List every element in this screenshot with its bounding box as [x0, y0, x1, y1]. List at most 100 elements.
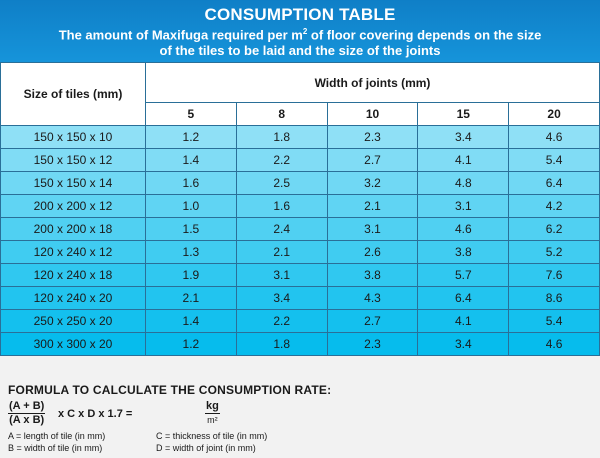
- consumption-value-cell: 1.6: [235, 194, 328, 218]
- consumption-table: Size of tiles (mm) Width of joints (mm) …: [0, 62, 600, 356]
- consumption-value-cell: 1.8: [235, 125, 328, 149]
- formula-legend: A = length of tile (in mm) C = thickness…: [8, 431, 588, 457]
- formula-unit: kg m²: [205, 400, 220, 427]
- consumption-value-cell: 3.2: [326, 171, 419, 195]
- subtitle-line-1-start: The amount of Maxifuga required per m: [58, 27, 303, 43]
- consumption-value-cell: 3.8: [417, 240, 510, 264]
- size-header: Size of tiles (mm): [0, 62, 146, 126]
- page-title: CONSUMPTION TABLE: [204, 5, 396, 24]
- consumption-value-cell: 1.4: [145, 148, 237, 172]
- consumption-value-cell: 1.5: [145, 217, 237, 241]
- consumption-value-cell: 1.2: [145, 332, 237, 356]
- consumption-value-cell: 1.3: [145, 240, 237, 264]
- consumption-value-cell: 4.8: [417, 171, 510, 195]
- subtitle-line-2: of the tiles to be laid and the size of …: [159, 43, 441, 59]
- consumption-value-cell: 1.4: [145, 309, 237, 333]
- consumption-value-cell: 5.7: [417, 263, 510, 287]
- consumption-value-cell: 5.4: [508, 148, 600, 172]
- joint-width-header: 15: [417, 102, 510, 126]
- formula-middle: x C x D x 1.7 =: [58, 408, 133, 420]
- consumption-value-cell: 2.7: [326, 309, 419, 333]
- table-row: 250 x 250 x 20 1.4 2.2 2.7 4.1 5.4: [0, 309, 600, 333]
- table-row: 200 x 200 x 18 1.5 2.4 3.1 4.6 6.2: [0, 217, 600, 241]
- consumption-value-cell: 4.6: [508, 332, 600, 356]
- tile-size-cell: 200 x 200 x 18: [0, 217, 146, 241]
- subtitle-superscript: 2: [302, 27, 308, 36]
- tile-size-cell: 120 x 240 x 20: [0, 286, 146, 310]
- tile-size-cell: 150 x 150 x 14: [0, 171, 146, 195]
- consumption-value-cell: 3.4: [235, 286, 328, 310]
- consumption-value-cell: 3.1: [417, 194, 510, 218]
- consumption-value-cell: 1.2: [145, 125, 237, 149]
- consumption-value-cell: 3.1: [326, 217, 419, 241]
- consumption-value-cell: 7.6: [508, 263, 600, 287]
- joint-width-header: 8: [235, 102, 328, 126]
- table-row: 300 x 300 x 20 1.2 1.8 2.3 3.4 4.6: [0, 332, 600, 356]
- table-row: 150 x 150 x 12 1.4 2.2 2.7 4.1 5.4: [0, 148, 600, 172]
- table-row: 120 x 240 x 18 1.9 3.1 3.8 5.7 7.6: [0, 263, 600, 287]
- consumption-value-cell: 5.2: [508, 240, 600, 264]
- table-row: 150 x 150 x 14 1.6 2.5 3.2 4.8 6.4: [0, 171, 600, 195]
- consumption-value-cell: 4.3: [326, 286, 419, 310]
- consumption-value-cell: 5.4: [508, 309, 600, 333]
- consumption-value-cell: 3.1: [235, 263, 328, 287]
- consumption-value-cell: 1.8: [235, 332, 328, 356]
- tile-size-cell: 250 x 250 x 20: [0, 309, 146, 333]
- consumption-value-cell: 2.3: [326, 332, 419, 356]
- legend-c: C = thickness of tile (in mm): [156, 431, 268, 441]
- consumption-value-cell: 2.1: [235, 240, 328, 264]
- consumption-value-cell: 1.9: [145, 263, 237, 287]
- consumption-value-cell: 8.6: [508, 286, 600, 310]
- legend-d: D = width of joint (in mm): [156, 443, 256, 453]
- formula-expression: (A + B) (A x B) x C x D x 1.7 = kg m²: [8, 400, 588, 430]
- table-row: 200 x 200 x 12 1.0 1.6 2.1 3.1 4.2: [0, 194, 600, 218]
- consumption-value-cell: 1.0: [145, 194, 237, 218]
- consumption-value-cell: 4.2: [508, 194, 600, 218]
- unit-numerator: kg: [205, 400, 220, 414]
- consumption-value-cell: 1.6: [145, 171, 237, 195]
- table-body: 150 x 150 x 10 1.2 1.8 2.3 3.4 4.6 150 x 150 x…: [0, 125, 600, 356]
- consumption-value-cell: 2.7: [326, 148, 419, 172]
- consumption-value-cell: 3.4: [417, 332, 510, 356]
- tile-size-cell: 150 x 150 x 12: [0, 148, 146, 172]
- formula-section: FORMULA TO CALCULATE THE CONSUMPTION RAT…: [8, 383, 588, 457]
- consumption-value-cell: 2.2: [235, 309, 328, 333]
- consumption-value-cell: 3.4: [417, 125, 510, 149]
- table-row: 120 x 240 x 20 2.1 3.4 4.3 6.4 8.6: [0, 286, 600, 310]
- consumption-value-cell: 4.1: [417, 148, 510, 172]
- joint-widths-row: 5 8 10 15 20: [1, 102, 600, 126]
- consumption-value-cell: 2.2: [235, 148, 328, 172]
- consumption-value-cell: 2.4: [235, 217, 328, 241]
- formula-denominator: (A x B): [9, 414, 45, 426]
- legend-a: A = length of tile (in mm): [8, 431, 106, 441]
- joints-header: Width of joints (mm): [145, 62, 600, 103]
- consumption-value-cell: 2.3: [326, 125, 419, 149]
- table-row: 150 x 150 x 10 1.2 1.8 2.3 3.4 4.6: [0, 125, 600, 149]
- subtitle: The amount of Maxifuga required per m2 o…: [0, 24, 600, 59]
- subtitle-line-1-end: of floor covering depends on the size: [307, 27, 542, 43]
- consumption-value-cell: 4.6: [417, 217, 510, 241]
- table-row: 120 x 240 x 12 1.3 2.1 2.6 3.8 5.2: [0, 240, 600, 264]
- joint-width-header: 20: [508, 102, 600, 126]
- tile-size-cell: 120 x 240 x 18: [0, 263, 146, 287]
- consumption-value-cell: 6.2: [508, 217, 600, 241]
- tile-size-cell: 200 x 200 x 12: [0, 194, 146, 218]
- consumption-value-cell: 2.1: [145, 286, 237, 310]
- tile-size-cell: 120 x 240 x 12: [0, 240, 146, 264]
- consumption-value-cell: 3.8: [326, 263, 419, 287]
- title-banner: CONSUMPTION TABLE The amount of Maxifuga…: [0, 0, 600, 62]
- header-row-top: Size of tiles (mm) Width of joints (mm): [0, 62, 600, 126]
- tile-size-cell: 150 x 150 x 10: [0, 125, 146, 149]
- consumption-value-cell: 4.6: [508, 125, 600, 149]
- consumption-value-cell: 6.4: [417, 286, 510, 310]
- legend-b: B = width of tile (in mm): [8, 443, 103, 453]
- unit-denominator: m²: [207, 415, 218, 425]
- consumption-value-cell: 2.5: [235, 171, 328, 195]
- subtitle-line-1: The amount of Maxifuga required per m2 o…: [0, 24, 600, 43]
- consumption-value-cell: 4.1: [417, 309, 510, 333]
- formula-fraction: (A + B) (A x B): [8, 400, 46, 427]
- formula-heading: FORMULA TO CALCULATE THE CONSUMPTION RAT…: [8, 383, 332, 397]
- formula-numerator: (A + B): [8, 400, 46, 414]
- tile-size-cell: 300 x 300 x 20: [0, 332, 146, 356]
- consumption-value-cell: 6.4: [508, 171, 600, 195]
